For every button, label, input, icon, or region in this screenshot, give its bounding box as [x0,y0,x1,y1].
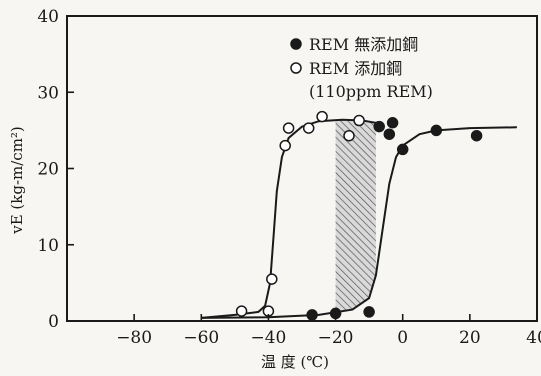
shaded-transition-region [335,119,376,313]
legend-marker-open [290,62,302,74]
x-tick-label: −80 [116,328,152,348]
series-1-point [386,117,399,129]
series-2-curve [201,118,377,319]
legend: REM 無添加鋼 REM 添加鋼 (110ppm REM) [290,35,433,101]
series-1-point [383,128,396,140]
series-1-point [430,124,443,137]
y-tick-label: 10 [37,236,59,256]
x-tick-label: 0 [397,328,408,348]
series-2-point [282,122,295,134]
series-1-point [363,306,375,318]
legend-label-series-2: REM 添加鋼 [309,59,402,78]
series-2-point [343,129,355,142]
series-1-point [373,120,385,133]
legend-marker-filled [290,38,302,50]
series-1-point [306,309,318,321]
y-tick-label: 20 [37,160,59,180]
legend-label-series-2-detail: (110ppm REM) [309,82,433,101]
series-2-point [266,273,278,285]
series-2-point [353,114,365,127]
series-2-point [316,110,328,123]
series-2-point [235,305,248,317]
x-axis-title: 温 度 (℃) [261,353,329,371]
series-2-point [279,139,291,152]
x-tick-label: 40 [526,328,541,348]
y-tick-label: 30 [37,83,59,103]
series-1-point [396,143,409,156]
series-2-point [302,122,315,134]
tick-layer: −80 −60 −40 −20 0 20 40 0 10 20 30 40 [37,7,541,348]
x-tick-label: 20 [459,328,481,348]
shaded-region-layer [335,119,376,313]
series-1-point [470,129,483,142]
y-tick-label: 0 [48,312,59,332]
y-axis-title: vE (kg-m/cm²) [8,126,26,235]
point-layer [235,110,483,321]
x-tick-label: −20 [318,328,354,348]
y-tick-label: 40 [37,7,59,27]
plot-frame [66,15,538,322]
x-tick-label: −60 [183,328,219,348]
legend-label-series-1: REM 無添加鋼 [309,35,418,54]
x-tick-label: −40 [250,328,286,348]
